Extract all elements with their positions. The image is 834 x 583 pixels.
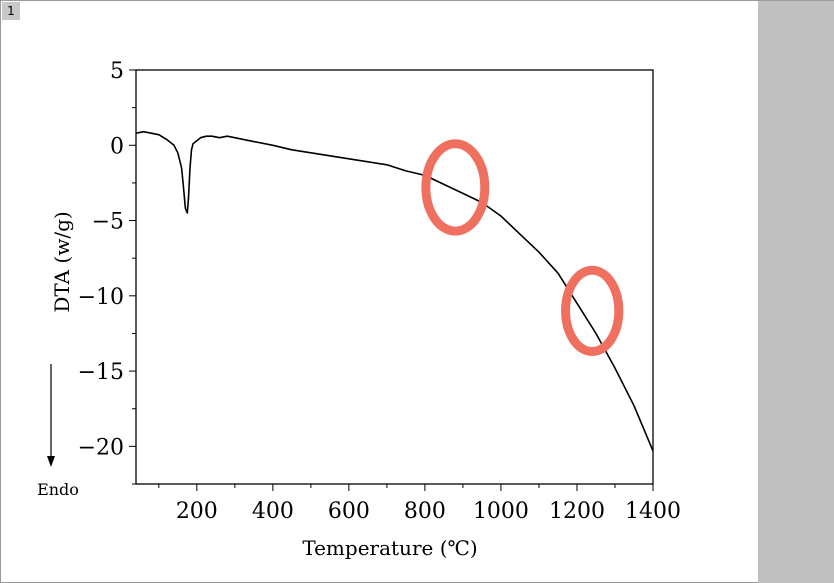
x-axis-title: Temperature (℃)	[302, 536, 477, 560]
side-panel	[758, 1, 834, 583]
page-number-badge: 1	[2, 2, 20, 20]
highlight-circle-2	[561, 265, 624, 357]
plot-frame	[135, 69, 654, 485]
y-tick-label: 0	[110, 134, 124, 159]
endo-arrow	[47, 364, 55, 467]
highlight-circle-1	[421, 139, 490, 236]
highlight-layer	[421, 139, 624, 357]
y-axis-title: DTA (w/g)	[50, 211, 74, 312]
y-tick-label: −20	[78, 435, 124, 460]
x-tick-label: 600	[328, 499, 370, 524]
x-tick-label: 400	[252, 499, 294, 524]
y-tick-label: −10	[78, 285, 124, 310]
x-tick-label: 1000	[473, 499, 529, 524]
tick-labels: 200 400 600 800 1000 1200 1400 5 0 −5 −10 −15 −20	[78, 59, 681, 524]
plot-area	[135, 69, 654, 485]
x-tick-label: 800	[404, 499, 446, 524]
x-tick-label: 200	[176, 499, 218, 524]
dta-curve	[135, 130, 654, 452]
endo-label: Endo	[37, 480, 79, 499]
endo-arrow-head	[47, 456, 55, 467]
y-tick-label: 5	[110, 59, 124, 84]
series-layer	[135, 130, 654, 452]
y-tick-label: −5	[92, 210, 124, 235]
axis-ticks	[129, 69, 654, 491]
x-tick-label: 1200	[549, 499, 605, 524]
x-tick-label: 1400	[625, 499, 681, 524]
y-tick-label: −15	[78, 360, 124, 385]
